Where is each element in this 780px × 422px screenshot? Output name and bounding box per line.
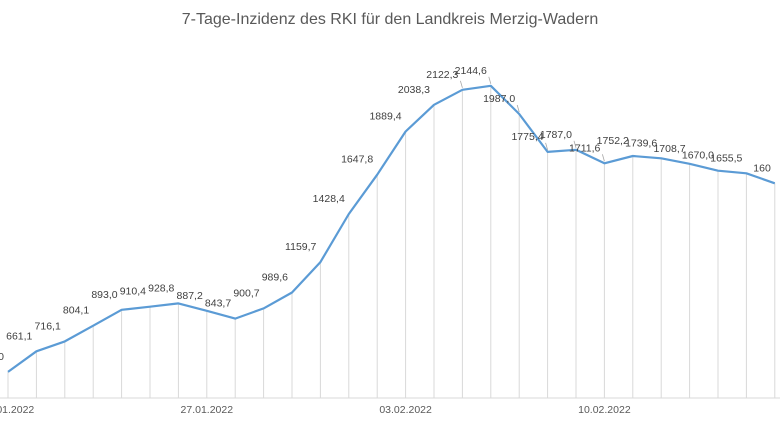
- label-leader: [516, 104, 520, 113]
- data-label: 1987,0: [483, 93, 515, 105]
- data-label: 1159,7: [285, 241, 316, 253]
- series-line: [7, 84, 776, 373]
- data-label: 1428,4: [313, 193, 345, 205]
- data-labels: 546,0 661,1716,1804,1893,0910,4928,8887,2…: [0, 65, 771, 363]
- data-label: 910,4: [120, 286, 146, 298]
- data-label: 2144,6: [455, 65, 487, 77]
- data-label: 1739,6: [625, 137, 657, 149]
- data-label: 160: [753, 162, 771, 174]
- data-label: 661,1: [6, 330, 32, 342]
- x-tick-label: 27.01.2022: [181, 404, 234, 416]
- data-label: 887,2: [177, 290, 203, 302]
- data-label: 1787,0: [540, 129, 572, 141]
- data-label: 928,8: [148, 282, 174, 294]
- label-leader: [545, 142, 548, 150]
- x-tick-label: 03.02.2022: [379, 404, 432, 416]
- data-label: 1889,4: [369, 110, 401, 122]
- data-label: 893,0: [91, 289, 117, 301]
- data-label: 1775,4: [511, 131, 543, 143]
- data-label: 1647,8: [341, 154, 373, 166]
- data-label: 546,0: [0, 351, 4, 363]
- series-layer: [7, 84, 776, 373]
- data-label: 843,7: [205, 298, 231, 310]
- label-leader: [602, 154, 605, 162]
- gridlines: [7, 85, 776, 398]
- data-label: 1670,0: [682, 150, 714, 162]
- data-label: 1655,5: [710, 152, 742, 164]
- data-label: 1708,7: [653, 143, 685, 155]
- x-tick-label: 10.02.2022: [578, 404, 631, 416]
- data-label: 900,7: [233, 287, 259, 299]
- data-label: 2122,3: [426, 69, 458, 81]
- data-label: 1711,6: [569, 142, 600, 154]
- data-label: 989,6: [262, 271, 288, 283]
- data-label: 804,1: [63, 305, 89, 317]
- label-leader: [460, 80, 463, 88]
- x-tick-labels: 20.01.2022 27.01.2022 03.02.2022 10.02.2022: [0, 404, 631, 416]
- chart-title: 7-Tage-Inzidenz des RKI für den Landkrei…: [182, 11, 599, 28]
- data-label: 2038,3: [398, 84, 430, 96]
- data-label: 716,1: [35, 320, 61, 332]
- data-label: 1752,2: [597, 135, 629, 147]
- label-leader: [488, 76, 492, 84]
- x-tick-label: 20.01.2022: [0, 404, 34, 416]
- label-leader: [573, 140, 577, 148]
